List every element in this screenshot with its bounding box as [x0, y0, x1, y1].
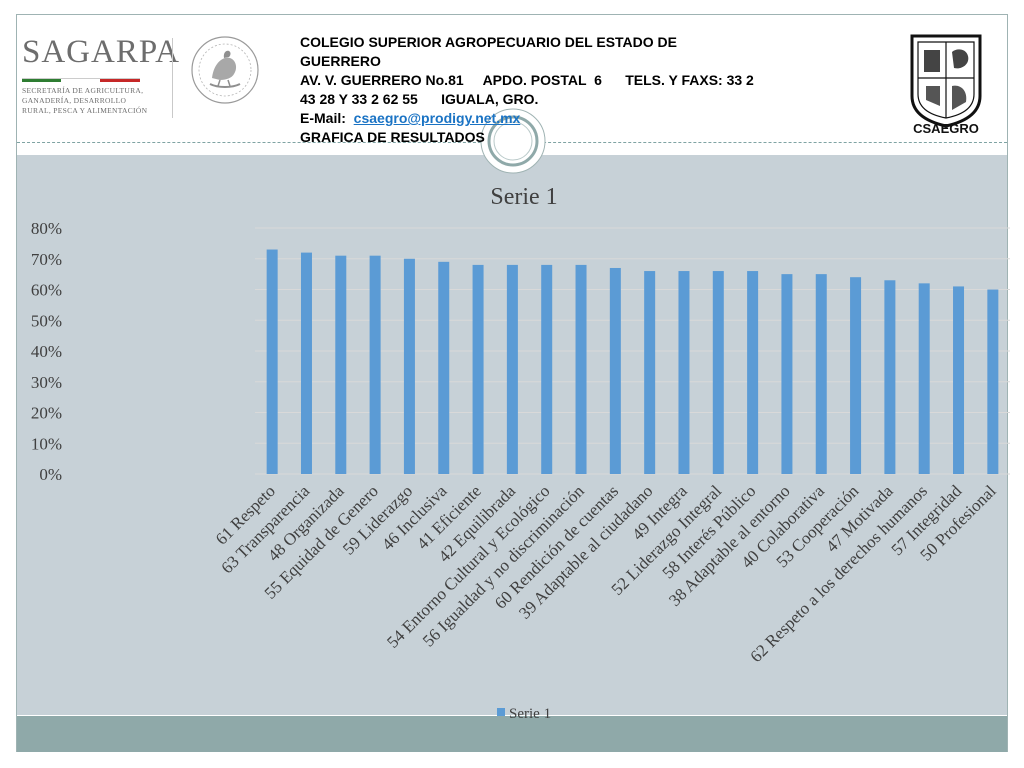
- legend-swatch: [497, 708, 505, 716]
- chart-y-axis: 0% 10% 20% 30% 40% 50% 60% 70% 80%: [31, 219, 62, 484]
- y-tick-label: 20%: [31, 404, 62, 423]
- bar: [335, 255, 347, 474]
- chart-title: Serie 1: [490, 184, 557, 210]
- chart-legend: Serie 1: [497, 706, 551, 722]
- bar: [575, 264, 587, 474]
- sagarpa-logo: SAGARPA SECRETARÍA DE AGRICULTURA, GANAD…: [22, 34, 179, 124]
- header-line-4: 43 28 Y 33 2 62 55 IGUALA, GRO.: [300, 91, 539, 107]
- bar: [712, 271, 724, 474]
- bar: [644, 271, 656, 474]
- bar: [953, 286, 965, 474]
- y-tick-label: 0%: [39, 465, 62, 484]
- bar: [987, 289, 999, 474]
- bar: [369, 255, 381, 474]
- sagarpa-logo-subtitle: SECRETARÍA DE AGRICULTURA, GANADERÍA, DE…: [22, 86, 148, 115]
- header-line-3: AV. V. GUERRERO No.81 APDO. POSTAL 6 TEL…: [300, 72, 754, 88]
- bar: [815, 274, 827, 474]
- logo-divider: [172, 38, 173, 118]
- bar: [300, 252, 312, 474]
- chart-gridlines: [255, 227, 1010, 475]
- email-link[interactable]: csaegro@prodigy.net.mx: [353, 110, 521, 126]
- bar: [438, 261, 450, 474]
- y-tick-label: 60%: [31, 281, 62, 300]
- sagarpa-logo-flag-line: [22, 78, 140, 82]
- y-tick-label: 70%: [31, 250, 62, 269]
- chart-bars: [266, 249, 999, 474]
- email-label: E-Mail:: [300, 110, 354, 126]
- sagarpa-logo-word: SAGARPA: [22, 34, 181, 70]
- y-tick-label: 40%: [31, 342, 62, 361]
- bar: [541, 264, 553, 474]
- bar: [609, 267, 621, 474]
- legend-entry-serie-1: Serie 1: [509, 706, 551, 722]
- bar: [781, 274, 793, 474]
- decorative-circle-icon: [480, 108, 546, 174]
- bar: [678, 271, 690, 474]
- bar: [747, 271, 759, 474]
- y-tick-label: 80%: [31, 219, 62, 238]
- y-tick-label: 30%: [31, 373, 62, 392]
- footer-band: [17, 716, 1007, 752]
- header-text-block: COLEGIO SUPERIOR AGROPECUARIO DEL ESTADO…: [300, 33, 840, 147]
- y-tick-label: 50%: [31, 311, 62, 330]
- bar: [850, 277, 862, 474]
- bar: [506, 264, 518, 474]
- bar: [918, 283, 930, 474]
- bar: [472, 264, 484, 474]
- csaegro-logo: CSAEGRO: [910, 34, 982, 134]
- header-email-line: E-Mail: csaegro@prodigy.net.mx: [300, 109, 840, 128]
- bar: [884, 280, 896, 474]
- header-line-1: COLEGIO SUPERIOR AGROPECUARIO DEL ESTADO…: [300, 34, 678, 50]
- y-tick-label: 10%: [31, 434, 62, 453]
- csaegro-logo-label: CSAEGRO: [913, 121, 979, 134]
- header-line-2: GUERRERO: [300, 53, 381, 69]
- mexican-coat-of-arms-icon: [191, 36, 259, 104]
- bar: [266, 249, 278, 474]
- bar: [403, 258, 415, 474]
- header-line-6: GRAFICA DE RESULTADOS: [300, 129, 485, 145]
